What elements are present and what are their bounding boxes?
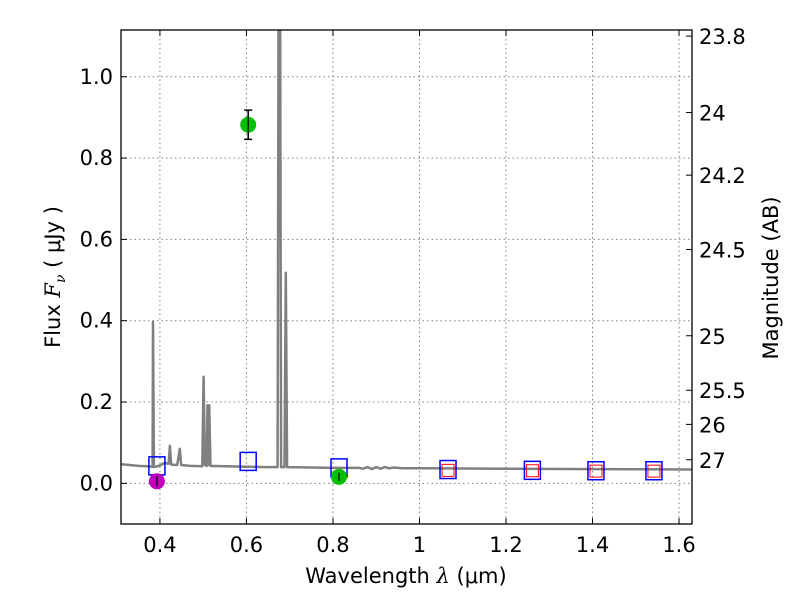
x-tick-label: 1.4 <box>576 533 609 557</box>
mag-tick-label: 25.5 <box>699 379 746 403</box>
mag-tick-label: 23.8 <box>699 25 746 49</box>
y-axis-title: Flux Fν ( μJy ) <box>41 206 69 348</box>
y-tick-label: 0.0 <box>80 471 113 495</box>
y2-axis-title: Magnitude (AB) <box>759 196 783 359</box>
mag-tick-label: 25 <box>699 325 726 349</box>
y-tick-label: 0.2 <box>80 390 113 414</box>
plot-area <box>121 30 692 490</box>
model-band-square-blue <box>523 460 542 481</box>
x-tick-label: 0.6 <box>230 533 263 557</box>
x-axis-title: Wavelength λ (μm) <box>305 564 506 588</box>
mag-tick-label: 24 <box>699 102 726 126</box>
x-tick-label: 1 <box>413 533 426 557</box>
y-tick-label: 0.4 <box>80 309 113 333</box>
x-tick-label: 1.6 <box>662 533 695 557</box>
model-band-square-blue <box>239 451 257 472</box>
model-band-square-red <box>589 464 603 478</box>
mag-tick-label: 24.2 <box>699 164 746 188</box>
mag-tick-label: 24.5 <box>699 239 746 263</box>
x-tick-label: 1.2 <box>489 533 522 557</box>
y-tick-label: 0.6 <box>80 227 113 251</box>
y-tick-label: 0.8 <box>80 146 113 170</box>
model-band-square-blue <box>645 460 663 481</box>
y-tick-label: 1.0 <box>80 65 113 89</box>
mag-tick-label: 26 <box>699 413 726 437</box>
plot-frame <box>120 29 693 525</box>
model-band-square-red <box>525 464 539 478</box>
model-band-square-red <box>647 464 661 478</box>
mag-tick-label: 27 <box>699 449 726 473</box>
model-band-square-blue <box>587 460 605 481</box>
model-band-square-blue <box>439 459 457 480</box>
x-tick-label: 0.8 <box>316 533 349 557</box>
model-band-square-red <box>441 463 455 477</box>
x-tick-label: 0.4 <box>143 533 176 557</box>
grid-lines <box>121 30 692 524</box>
axis-ticks: 0.4 0.6 0.8 1 1.2 1.4 1.6 0.0 0.2 0.4 0.6 0.8 1.0 23.… <box>80 25 746 557</box>
